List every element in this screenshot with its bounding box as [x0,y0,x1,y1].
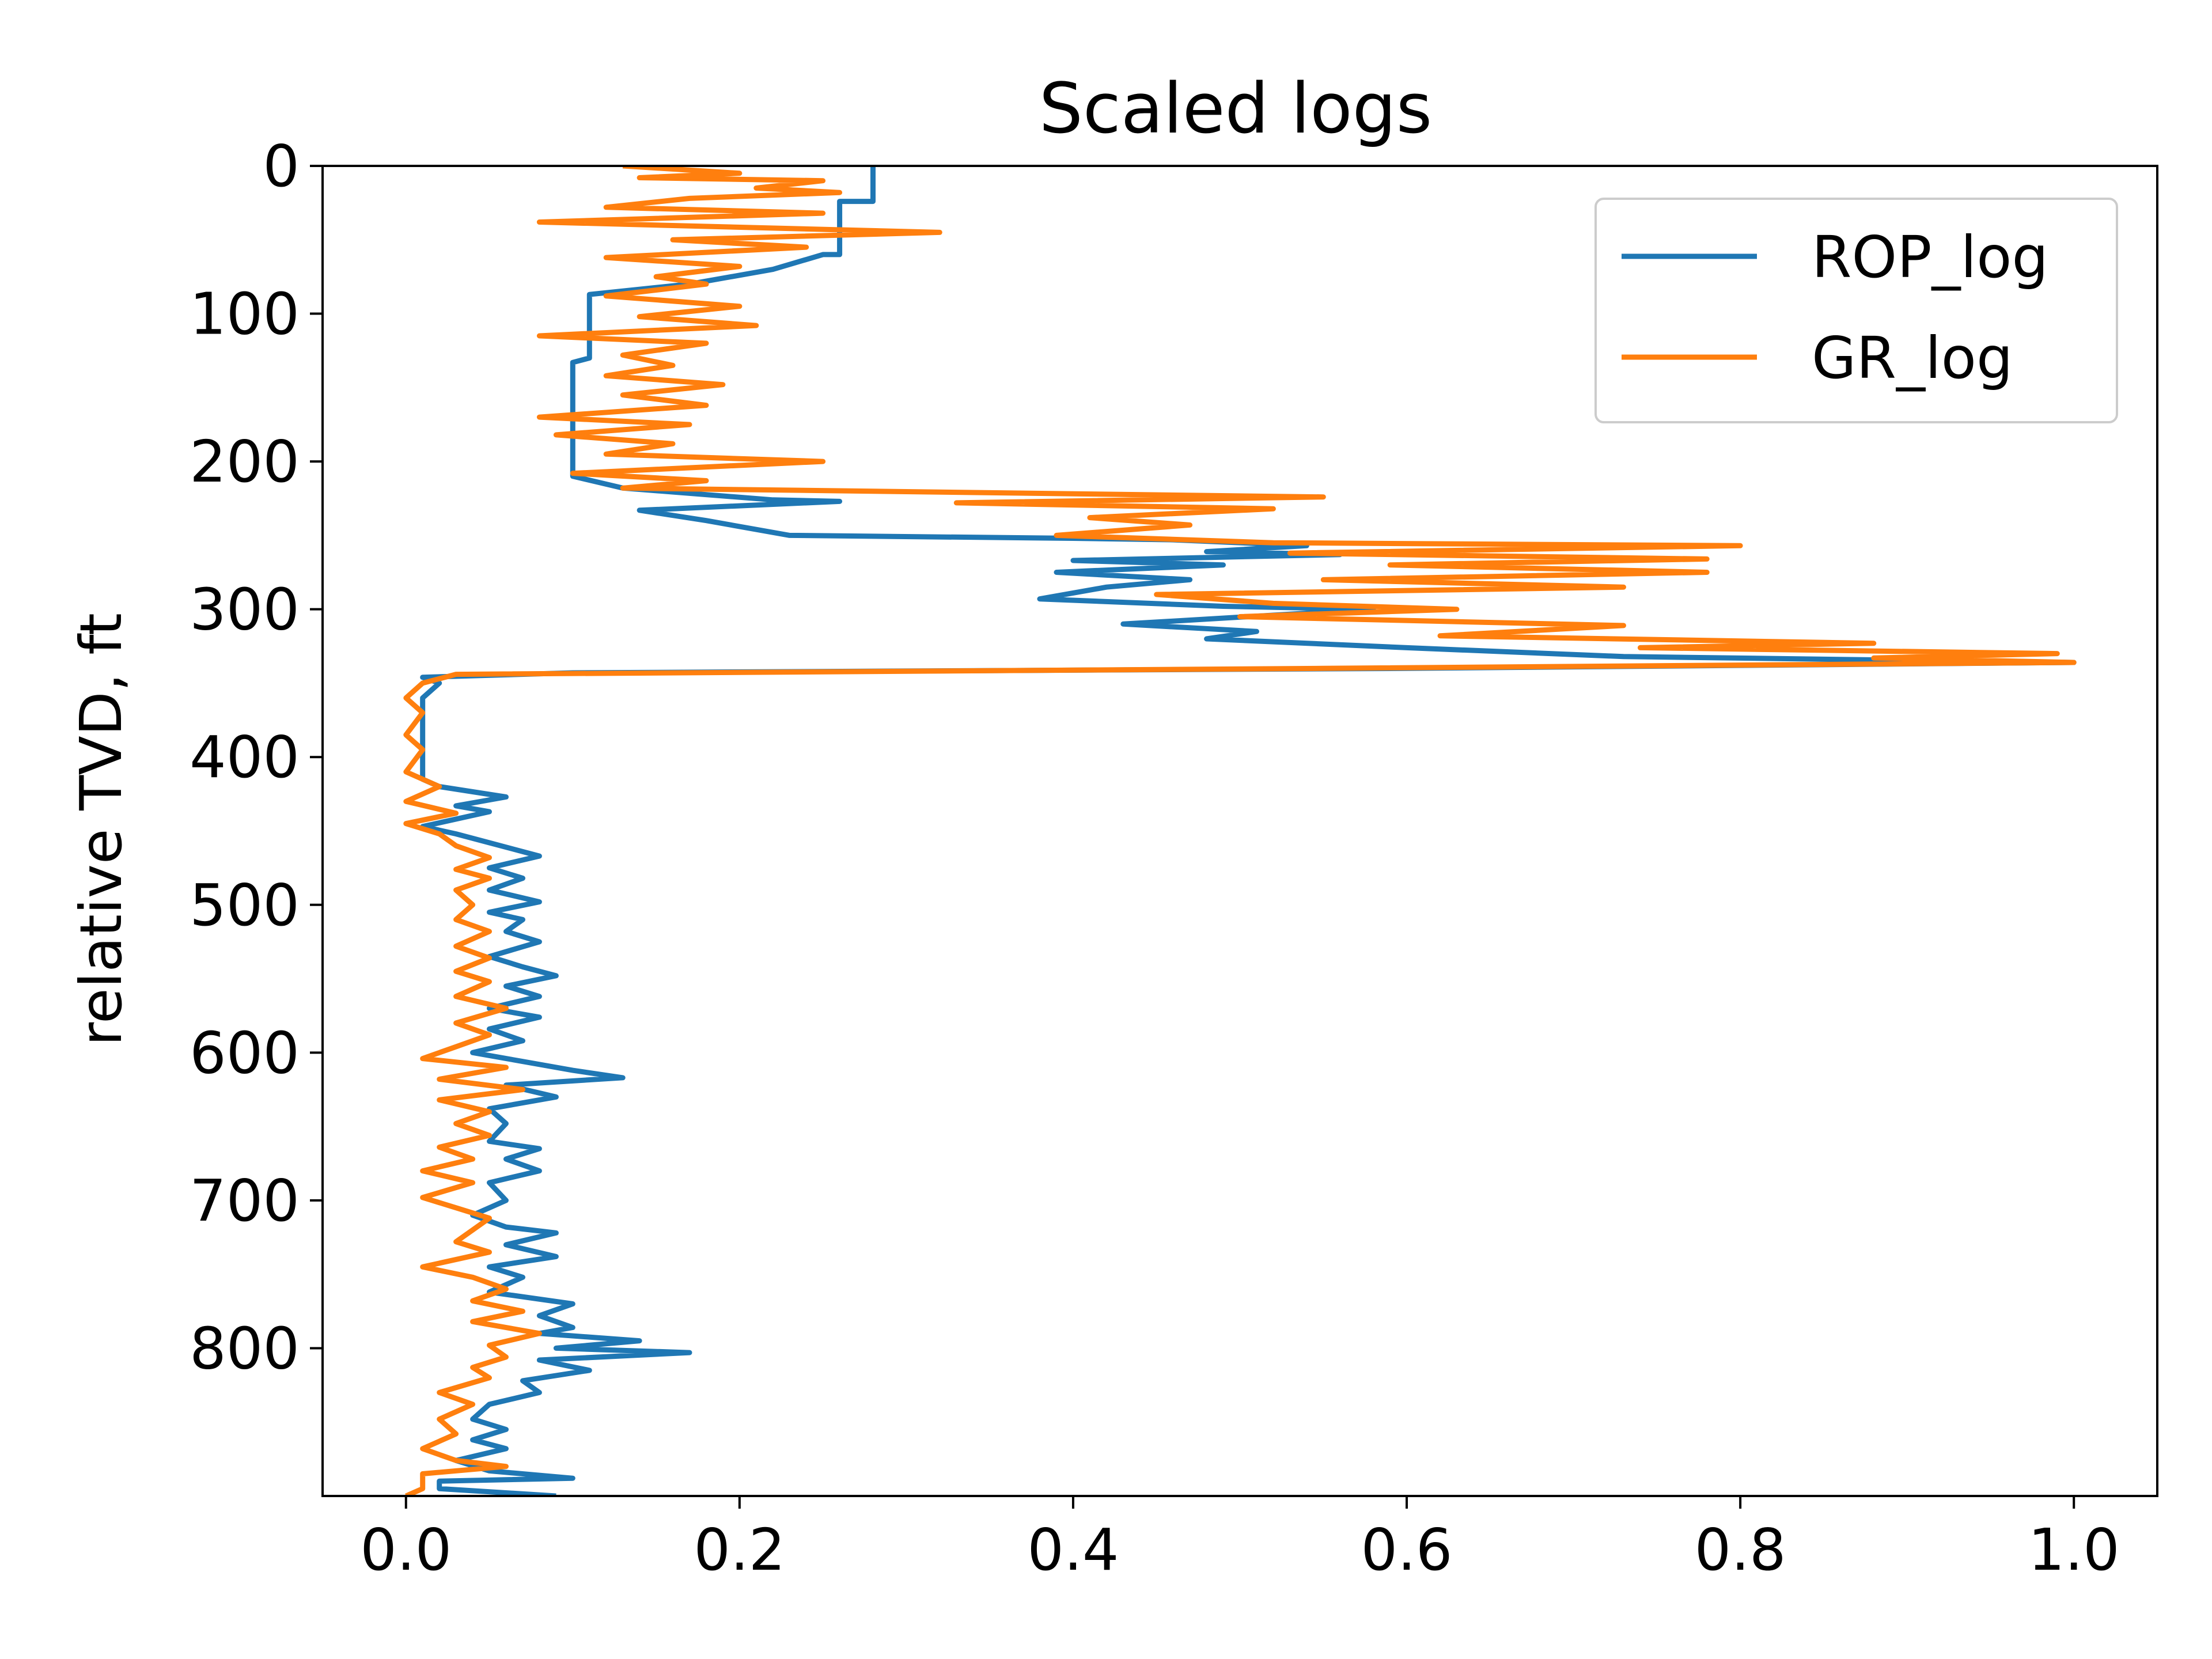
x-tick-label: 0.4 [1027,1516,1119,1584]
x-tick-label: 1.0 [2028,1516,2120,1584]
plot-area [403,166,2077,1496]
y-axis-label: relative TVD, ft [67,613,135,1046]
axes-frame [321,165,2158,1497]
legend: ROP_log GR_log [1594,198,2118,423]
y-tick-label: 300 [190,576,300,643]
y-tick-label: 600 [190,1019,300,1086]
x-tick-label: 0.8 [1695,1516,1786,1584]
chart-title: Scaled logs [1039,69,1433,149]
y-tick-label: 700 [190,1167,300,1234]
y-tick-label: 500 [190,872,300,939]
y-tick-label: 200 [190,428,300,495]
y-tick-label: 800 [190,1315,300,1382]
tick-layer: 0.0 0.2 0.4 0.6 0.8 1.0 0 100 200 300 400 500 600 700… [190,132,2158,1584]
y-tick-label: 400 [190,724,300,791]
legend-label-rop-log: ROP_log [1812,224,2048,291]
x-tick-label: 0.0 [360,1516,452,1584]
series-line-gr-log [403,166,2077,1496]
x-tick-label: 0.2 [694,1516,785,1584]
x-tick-label: 0.6 [1361,1516,1453,1584]
series-line-rop-log [420,166,2077,1496]
legend-label-gr-log: GR_log [1812,324,2013,392]
y-tick-label: 100 [190,281,300,348]
y-tick-label: 0 [263,132,300,200]
